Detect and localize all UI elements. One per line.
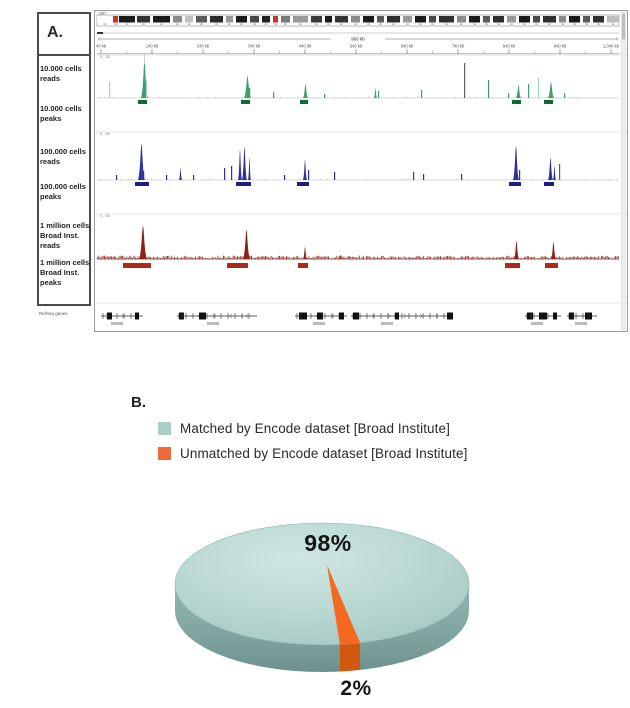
svg-text:1,040 kb: 1,040 kb (603, 44, 620, 49)
pie-chart (174, 522, 470, 672)
legend-item-matched: Matched by Encode dataset [Broad Institu… (158, 421, 467, 436)
track-label-100k-reads: 100.000 cells reads (40, 147, 86, 166)
panel-a-label: A. (47, 24, 63, 41)
pie-side-matched (175, 584, 469, 672)
track-label-column (37, 56, 91, 306)
peak-call-box (138, 100, 147, 104)
gene-name-label (313, 322, 325, 325)
track-label-10k-peaks: 10.000 cells peaks (40, 104, 82, 123)
peak-call-box (509, 182, 521, 186)
svg-text:340 kb: 340 kb (248, 44, 261, 49)
track-scale-label: 0 - 50 (100, 55, 110, 59)
gene-name-label (207, 322, 219, 325)
pie-slice-unmatched (327, 565, 361, 645)
peak-call-box (300, 100, 308, 104)
svg-text:440 kb: 440 kb (299, 44, 312, 49)
svg-text:540 kb: 540 kb (350, 44, 363, 49)
legend-swatch-unmatched-icon (158, 447, 171, 460)
peak-call-box (544, 100, 553, 104)
track-scale-label: 0 - 50 (100, 214, 110, 218)
gene-name-label (381, 322, 393, 325)
svg-text:40 kb: 40 kb (96, 44, 107, 49)
pie-label-unmatched: 2% (340, 677, 372, 700)
svg-text:740 kb: 740 kb (452, 44, 465, 49)
pie-slice-matched (174, 522, 470, 646)
gene-name-label (575, 322, 587, 325)
peak-call-box (227, 263, 248, 268)
scrollbar (621, 11, 626, 331)
svg-text:240 kb: 240 kb (197, 44, 210, 49)
peak-call-box (505, 263, 520, 268)
peak-call-box (512, 100, 521, 104)
peak-call-box (123, 263, 151, 268)
legend-text-unmatched: Unmatched by Encode dataset [Broad Insti… (180, 446, 468, 461)
peak-call-box (241, 100, 250, 104)
legend-text-matched: Matched by Encode dataset [Broad Institu… (180, 421, 450, 436)
peak-call-box (236, 182, 251, 186)
peak-call-box (544, 182, 554, 186)
peak-call-box (298, 263, 308, 268)
track-scale-label: 0 - 50 (100, 132, 110, 136)
panel-b-label: B. (131, 394, 146, 411)
track-label-1m-reads: 1 million cells Broad Inst. reads (40, 221, 90, 250)
svg-text:940 kb: 940 kb (554, 44, 567, 49)
chromosome-ideogram (96, 14, 620, 27)
ruler-span-label: 960 kb (351, 37, 365, 42)
peak-call-box (135, 182, 149, 186)
refseq-gene-track (101, 312, 597, 325)
gene-name-label (111, 322, 123, 325)
pie-side-unmatched (339, 642, 361, 672)
refseq-track-label: RefSeq genes (39, 311, 68, 316)
genome-browser-panel: chr7 960 kb 40 kb 140 kb 240 kb 340 kb 440 kb 5… (94, 10, 628, 332)
pie-label-matched: 98% (304, 530, 352, 556)
peak-call-box (297, 182, 309, 186)
legend-item-unmatched: Unmatched by Encode dataset [Broad Insti… (158, 446, 467, 461)
signal-track-10k-cells-reads: 0 - 50 (97, 53, 619, 104)
gene-name-label (531, 322, 543, 325)
chromosome-label: chr7 (99, 12, 106, 16)
track-label-10k-reads: 10.000 cells reads (40, 64, 82, 83)
signal-track-1m-cells-broad-reads: 0 - 50 (97, 214, 619, 268)
legend-swatch-matched-icon (158, 422, 171, 435)
panel-a-label-box: A. (37, 12, 91, 56)
svg-text:140 kb: 140 kb (146, 44, 159, 49)
track-label-100k-peaks: 100.000 cells peaks (40, 182, 86, 201)
svg-text:840 kb: 840 kb (503, 44, 516, 49)
peak-call-box (545, 263, 558, 268)
svg-text:640 kb: 640 kb (401, 44, 414, 49)
signal-track-100k-cells-reads: 0 - 50 (97, 132, 619, 186)
track-label-1m-peaks: 1 million cells Broad Inst. peaks (40, 258, 90, 287)
ruler: 960 kb 40 kb 140 kb 240 kb 340 kb 440 kb 540 k… (96, 37, 620, 55)
pie-legend: Matched by Encode dataset [Broad Institu… (158, 421, 467, 471)
